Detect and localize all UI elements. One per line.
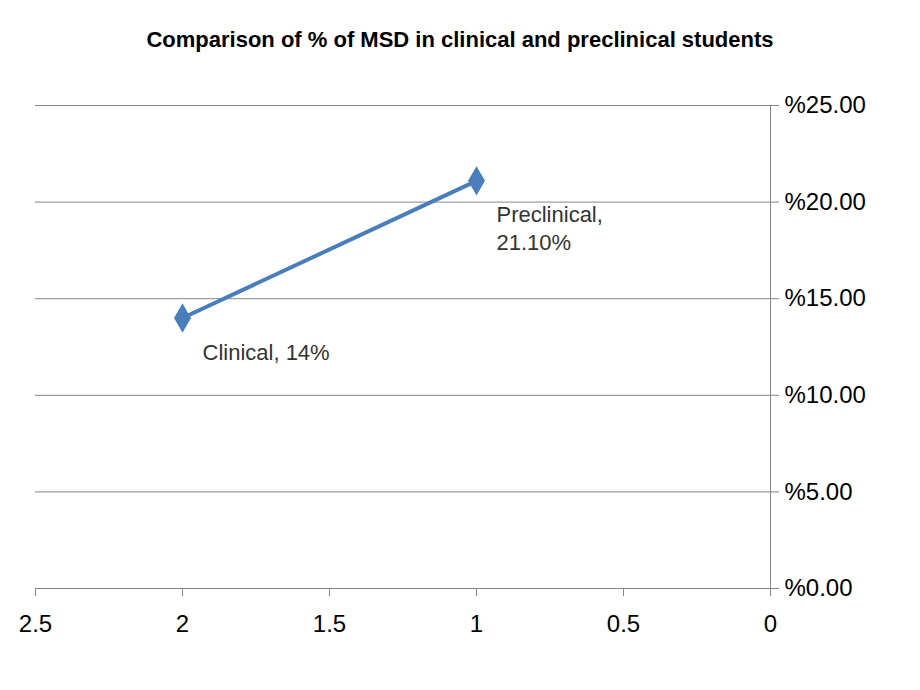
svg-text:%0.00: %0.00 [785,574,853,601]
svg-text:1: 1 [470,610,483,637]
svg-text:Preclinical,21.10%: Preclinical,21.10% [497,202,603,255]
html-text:Comparison of % of MSD in clin: Comparison of % of MSD in clinical and p… [146,27,774,52]
svg-text:Clinical, 14%: Clinical, 14% [203,340,330,365]
svg-text:%5.00: %5.00 [785,478,853,505]
svg-text:%25.00: %25.00 [785,91,866,118]
svg-text:2: 2 [176,610,189,637]
svg-text:1.5: 1.5 [313,610,346,637]
svg-text:0.5: 0.5 [607,610,640,637]
svg-text:%20.00: %20.00 [785,188,866,215]
svg-text:2.5: 2.5 [19,610,52,637]
svg-text:%10.00: %10.00 [785,381,866,408]
svg-text:0: 0 [764,610,777,637]
svg-text:%15.00: %15.00 [785,284,866,311]
